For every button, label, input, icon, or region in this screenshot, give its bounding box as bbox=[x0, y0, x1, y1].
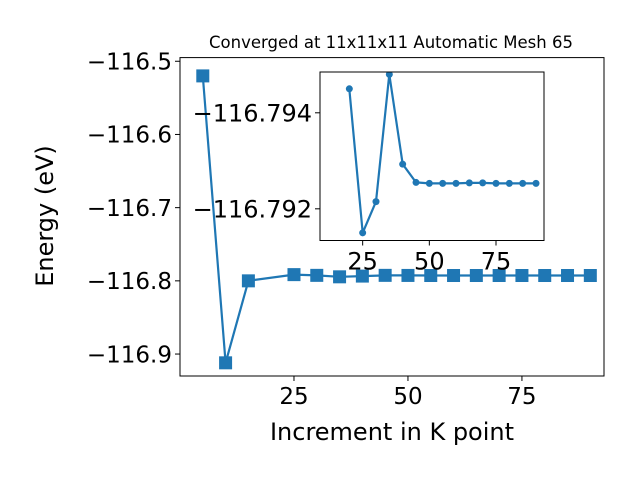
inset-y-ticks: −116.794 −116.792 bbox=[193, 99, 320, 223]
main-y-tick-label: −116.9 bbox=[87, 342, 172, 368]
inset-series bbox=[345, 72, 540, 237]
main-data-point bbox=[196, 69, 210, 83]
chart-title: Converged at 11x11x11 Automatic Mesh 65 bbox=[209, 33, 573, 52]
inset-x-tick-label: 50 bbox=[414, 247, 445, 275]
inset-data-point bbox=[479, 179, 487, 187]
main-data-point bbox=[515, 269, 529, 283]
inset-plot-frame bbox=[319, 71, 545, 241]
inset-x-tick-label: 25 bbox=[347, 247, 378, 275]
main-y-tick-label: −116.8 bbox=[87, 269, 172, 295]
main-y-tick-label: −116.6 bbox=[87, 123, 172, 149]
main-x-tick-label: 25 bbox=[279, 384, 308, 410]
inset-data-point bbox=[372, 198, 380, 206]
main-data-point bbox=[241, 274, 255, 288]
inset-data-point bbox=[425, 179, 433, 187]
main-data-point bbox=[447, 269, 461, 283]
y-axis-label: Energy (eV) bbox=[31, 145, 59, 287]
main-data-point bbox=[287, 268, 301, 282]
inset-data-point bbox=[399, 160, 407, 168]
main-x-ticks: 25 50 75 bbox=[279, 376, 537, 410]
main-data-point bbox=[310, 268, 324, 282]
x-axis-label: Increment in K point bbox=[270, 418, 514, 446]
inset-data-point bbox=[452, 179, 460, 187]
inset-x-ticks: 25 50 75 bbox=[347, 240, 512, 275]
main-data-point bbox=[492, 269, 506, 283]
main-data-point bbox=[219, 356, 233, 370]
inset-y-tick-label: −116.792 bbox=[193, 195, 312, 223]
main-plot-frame bbox=[179, 57, 605, 377]
main-series bbox=[196, 69, 597, 370]
main-y-tick-label: −116.7 bbox=[87, 196, 172, 222]
inset-data-point bbox=[412, 178, 420, 186]
main-series-group bbox=[196, 69, 597, 370]
inset-y-tick-label: −116.794 bbox=[193, 99, 312, 127]
inset-data-point bbox=[492, 179, 500, 187]
main-x-tick-label: 50 bbox=[393, 384, 422, 410]
inset-x-tick-label: 75 bbox=[481, 247, 512, 275]
inset-data-point bbox=[439, 179, 447, 187]
inset-series-group bbox=[345, 72, 540, 237]
main-data-point bbox=[378, 268, 392, 282]
main-y-tick-label: −116.5 bbox=[87, 50, 172, 76]
main-x-tick-label: 75 bbox=[507, 384, 536, 410]
main-data-point bbox=[538, 269, 552, 283]
inset-data-point bbox=[345, 85, 353, 93]
inset-data-point bbox=[359, 229, 367, 237]
main-data-point bbox=[333, 270, 347, 284]
inset-data-point bbox=[532, 179, 540, 187]
inset-data-point bbox=[385, 72, 393, 78]
main-data-point bbox=[401, 268, 415, 282]
main-data-point bbox=[469, 269, 483, 283]
main-data-point bbox=[561, 269, 575, 283]
inset-data-point bbox=[465, 179, 473, 187]
inset-data-point bbox=[505, 179, 513, 187]
inset-chart: 25 50 75 −116.794 −116.792 bbox=[193, 71, 545, 275]
main-chart: 25 50 75 −116.5 −116.6 −116.7 −116.8 −116.9 Co… bbox=[31, 33, 605, 446]
main-data-point bbox=[424, 269, 438, 283]
main-y-ticks: −116.5 −116.6 −116.7 −116.8 −116.9 bbox=[87, 50, 180, 368]
main-data-point bbox=[583, 269, 597, 283]
inset-background bbox=[320, 72, 544, 241]
inset-data-point bbox=[519, 179, 527, 187]
main-data-point bbox=[355, 269, 369, 283]
